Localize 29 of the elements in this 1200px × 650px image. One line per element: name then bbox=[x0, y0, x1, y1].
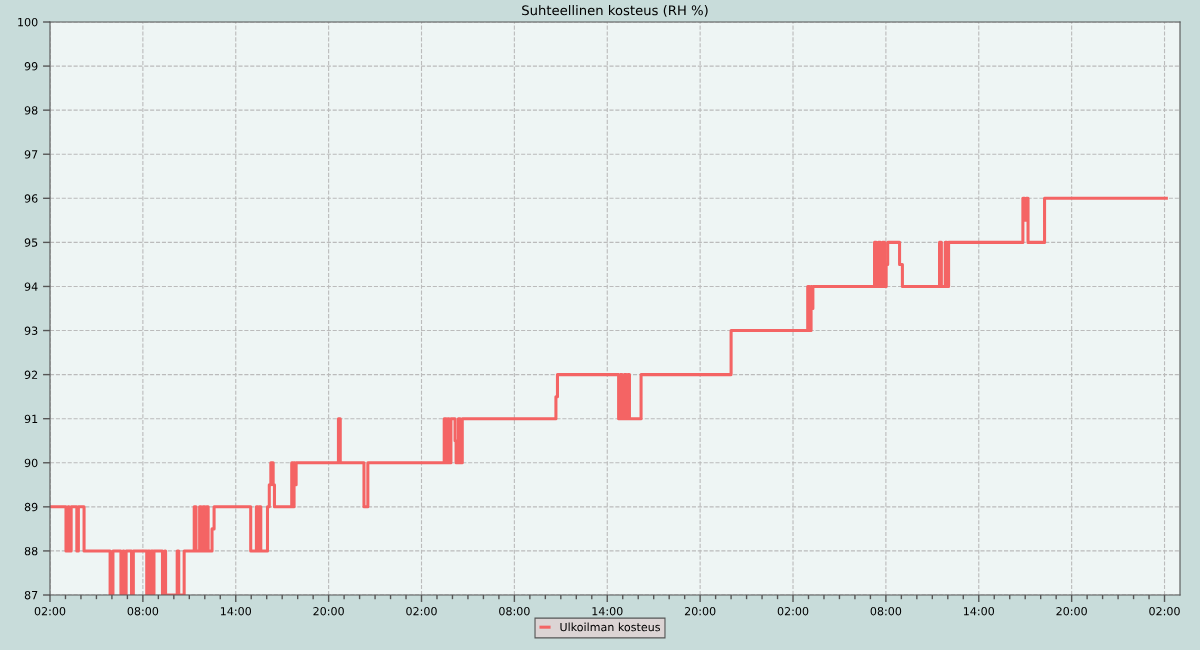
x-tick-label: 08:00 bbox=[870, 607, 902, 616]
y-tick-label: 89 bbox=[24, 502, 38, 512]
y-tick-label: 91 bbox=[24, 414, 38, 424]
x-tick-label: 14:00 bbox=[592, 607, 623, 616]
chart-title: Suhteellinen kosteus (RH %) bbox=[522, 5, 708, 17]
y-tick-label: 98 bbox=[24, 106, 38, 115]
x-tick-label: 08:00 bbox=[127, 607, 159, 616]
y-tick-label: 90 bbox=[24, 458, 38, 468]
x-tick-label: 08:00 bbox=[499, 607, 530, 616]
y-tick-label: 94 bbox=[24, 282, 38, 291]
legend-label: Ulkoilman kosteus bbox=[560, 622, 660, 632]
y-tick-label: 93 bbox=[24, 326, 38, 335]
y-tick-label: 92 bbox=[24, 370, 38, 379]
x-tick-label: 20:00 bbox=[684, 607, 716, 616]
y-tick-label: 88 bbox=[24, 546, 38, 556]
y-tick-label: 99 bbox=[24, 62, 38, 71]
x-tick-label: 02:00 bbox=[1149, 607, 1180, 616]
x-tick-label: 20:00 bbox=[1056, 607, 1087, 616]
x-tick-label: 14:00 bbox=[963, 607, 995, 616]
y-tick-label: 97 bbox=[24, 150, 38, 159]
x-tick-label: 02:00 bbox=[777, 607, 809, 616]
x-tick-label: 02:00 bbox=[406, 607, 437, 616]
x-tick-label: 20:00 bbox=[313, 607, 344, 616]
x-tick-label: 02:00 bbox=[34, 607, 66, 616]
y-tick-label: 100 bbox=[18, 17, 38, 27]
x-tick-label: 14:00 bbox=[220, 607, 252, 616]
y-tick-label: 96 bbox=[24, 194, 38, 203]
y-tick-label: 87 bbox=[24, 590, 38, 600]
y-tick-label: 95 bbox=[24, 238, 38, 247]
